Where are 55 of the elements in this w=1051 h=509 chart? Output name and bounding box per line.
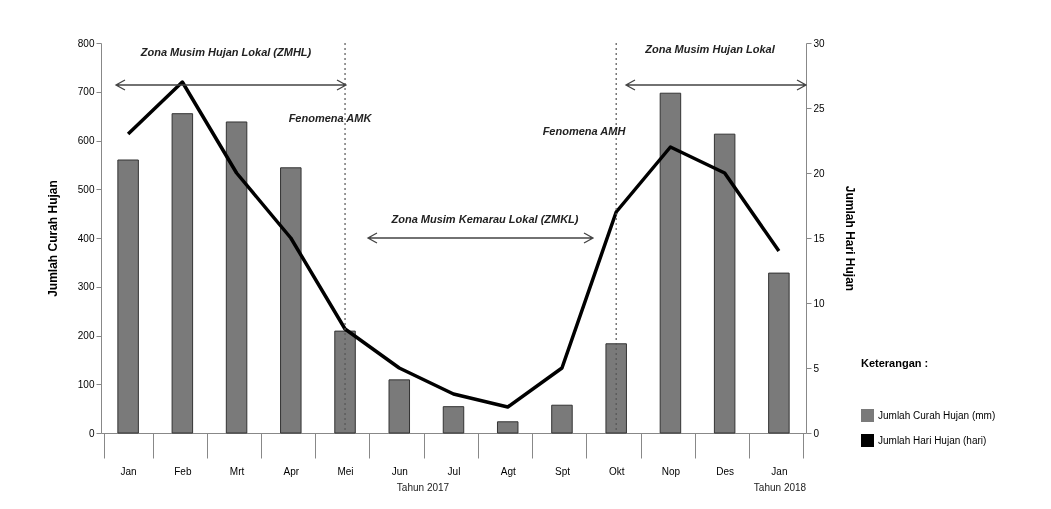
- text: Tahun 2017: [396, 482, 450, 493]
- x-tick-label: Feb: [174, 465, 192, 477]
- bar: [171, 113, 194, 434]
- annotation: Fenomena AMH: [542, 125, 627, 137]
- x-tick-label: Apr: [283, 465, 300, 477]
- x-tick-label: Des: [716, 465, 735, 477]
- x-tick-label: Mrt: [229, 465, 245, 477]
- y-tick-label: 800: [77, 37, 95, 49]
- y2-tick-label: 15: [813, 232, 826, 244]
- annotation: Zona Musim Kemarau Lokal (ZMKL): [390, 213, 579, 225]
- y-tick-label: 600: [77, 135, 95, 146]
- x-tick-label: Okt: [608, 465, 625, 477]
- legend-label: Jumlah Hari Hujan (hari): [878, 434, 987, 446]
- y2-tick-label: 25: [813, 102, 826, 114]
- y2-tick-label: 5: [813, 362, 820, 374]
- annotation: Zona Musim Hujan Lokal (ZMHL): [139, 46, 312, 58]
- bar: [713, 133, 736, 434]
- bar: [117, 159, 139, 434]
- line-series: [126, 80, 781, 409]
- bar: [442, 406, 465, 434]
- y-axis-title: Jumlah Curah Hujan: [45, 180, 60, 297]
- x-tick-label: Mei: [337, 465, 354, 477]
- bar: [225, 121, 248, 434]
- annotation: Zona Musim Hujan Lokal: [644, 43, 776, 55]
- x-tick-label: Spt: [554, 465, 571, 477]
- bar: [388, 379, 411, 434]
- y2-tick-label: 30: [813, 37, 826, 49]
- y2-tick-label: 0: [813, 427, 820, 439]
- y-tick-label: 100: [77, 378, 95, 390]
- y-tick-label: 400: [77, 232, 95, 244]
- bar: [659, 92, 682, 434]
- bar: [280, 167, 302, 434]
- legend-label: Jumlah Curah Hujan (mm): [878, 409, 996, 421]
- bar: [551, 404, 573, 434]
- bar: [605, 343, 627, 434]
- y2-tick-label: 10: [813, 297, 826, 309]
- y2-axis-title: Jumlah Hari Hujan: [842, 185, 857, 292]
- text: Tahun 2018: [753, 482, 807, 493]
- y-tick-label: 0: [88, 427, 95, 439]
- x-tick-label: Agt: [500, 465, 516, 477]
- bar: [496, 421, 519, 434]
- y-tick-label: 700: [77, 86, 95, 98]
- x-tick-label: Jun: [391, 465, 408, 477]
- x-tick-label: Jan: [771, 465, 788, 477]
- annotation: Fenomena AMK: [288, 112, 373, 124]
- legend-title: Keterangan :: [861, 357, 929, 369]
- y-tick-label: 200: [77, 330, 95, 341]
- bar: [768, 272, 790, 434]
- bar: [334, 330, 356, 434]
- y-tick-label: 300: [77, 281, 95, 293]
- x-tick-label: Nop: [661, 465, 681, 477]
- y-tick-label: 500: [77, 183, 95, 195]
- x-tick-label: Jan: [120, 465, 137, 477]
- x-tick-label: Jul: [447, 465, 461, 477]
- y2-tick-label: 20: [813, 167, 826, 179]
